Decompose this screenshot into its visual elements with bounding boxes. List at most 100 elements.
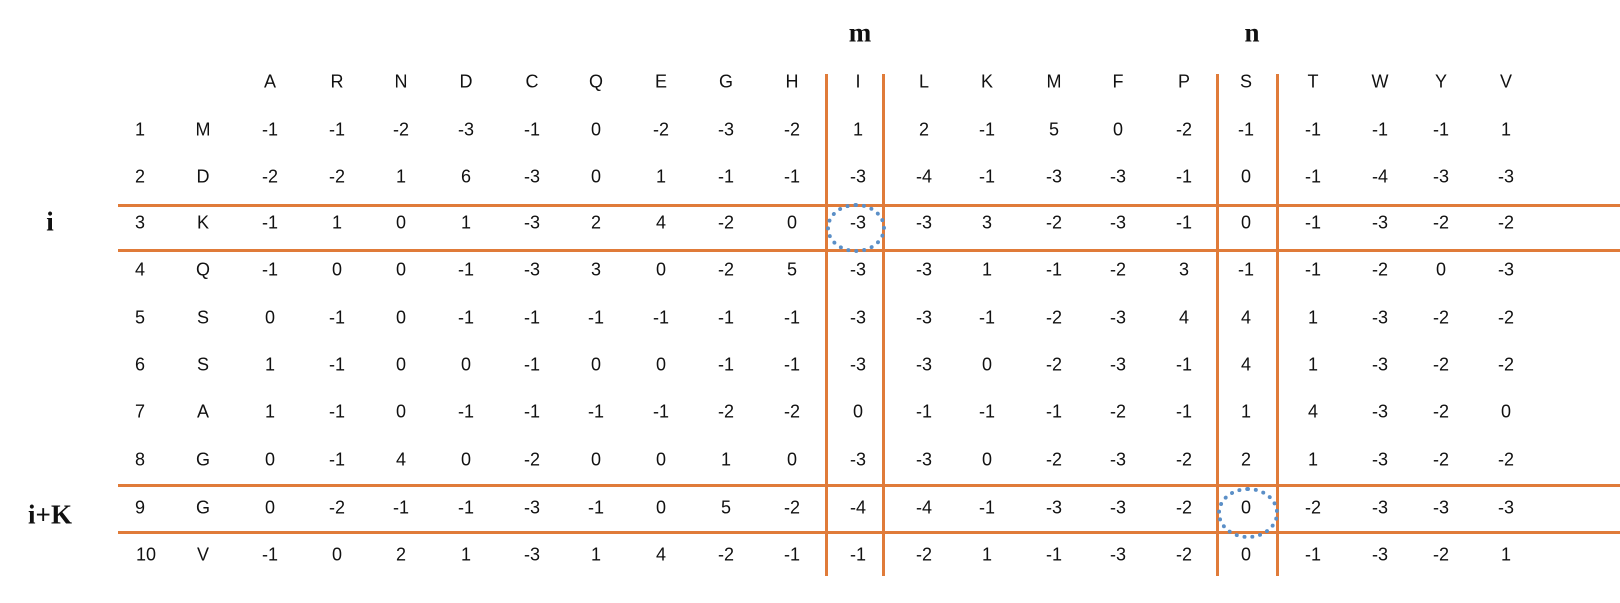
score-cell: -1 — [652, 401, 670, 422]
score-cell: -1 — [261, 119, 279, 140]
score-cell: -1 — [1304, 259, 1322, 280]
score-cell: 0 — [1435, 259, 1447, 280]
score-cell: -3 — [849, 449, 867, 470]
score-cell: -2 — [717, 259, 735, 280]
score-cell: 3 — [590, 259, 602, 280]
score-cell: -3 — [523, 212, 541, 233]
score-cell: 0 — [852, 401, 864, 422]
label-i: i — [46, 206, 54, 237]
row-residue: G — [195, 497, 211, 518]
label-i-plus-k: i+K — [28, 499, 72, 530]
score-cell: -1 — [1237, 259, 1255, 280]
score-cell: -2 — [652, 119, 670, 140]
row-position: 7 — [134, 401, 146, 422]
score-cell: 5 — [1048, 119, 1060, 140]
score-cell: -1 — [1045, 401, 1063, 422]
score-cell: -1 — [328, 449, 346, 470]
column-header: L — [918, 71, 930, 92]
row-residue: D — [196, 166, 210, 187]
score-cell: -3 — [1432, 497, 1450, 518]
score-cell: -3 — [523, 497, 541, 518]
score-cell: -1 — [1304, 119, 1322, 140]
score-cell: -2 — [783, 497, 801, 518]
score-cell: 1 — [655, 166, 667, 187]
column-header: V — [1499, 71, 1513, 92]
column-header: H — [785, 71, 799, 92]
score-cell: -2 — [1432, 449, 1450, 470]
score-cell: 5 — [720, 497, 732, 518]
score-cell: -3 — [457, 119, 475, 140]
column-header: N — [394, 71, 408, 92]
score-cell: -2 — [261, 166, 279, 187]
row-residue: S — [196, 354, 210, 375]
score-cell: -1 — [328, 119, 346, 140]
score-cell: -1 — [849, 544, 867, 565]
score-cell: 4 — [655, 212, 667, 233]
score-cell: 0 — [786, 212, 798, 233]
score-cell: -1 — [457, 307, 475, 328]
score-cell: -1 — [717, 166, 735, 187]
score-cell: 0 — [590, 119, 602, 140]
score-cell: -3 — [1497, 497, 1515, 518]
score-cell: -2 — [717, 544, 735, 565]
score-cell: 1 — [1307, 449, 1319, 470]
score-cell: 0 — [981, 354, 993, 375]
score-cell: -1 — [1045, 544, 1063, 565]
score-cell: 0 — [1500, 401, 1512, 422]
row-position: 1 — [134, 119, 146, 140]
score-cell: 6 — [460, 166, 472, 187]
score-cell: 0 — [264, 449, 276, 470]
score-cell: 0 — [590, 166, 602, 187]
row-i-plus-k-top-line — [118, 484, 1620, 487]
highlight-circle-i-m — [826, 203, 886, 253]
column-n-right-line — [1276, 74, 1279, 576]
column-header: A — [263, 71, 277, 92]
score-cell: -2 — [1497, 307, 1515, 328]
score-cell: -3 — [915, 212, 933, 233]
score-cell: 5 — [786, 259, 798, 280]
score-cell: -3 — [523, 166, 541, 187]
score-cell: -2 — [1175, 544, 1193, 565]
score-cell: -2 — [1175, 119, 1193, 140]
score-cell: -4 — [915, 497, 933, 518]
score-cell: -1 — [587, 401, 605, 422]
score-cell: -1 — [978, 119, 996, 140]
score-cell: 0 — [264, 497, 276, 518]
highlight-circle-ik-n — [1217, 487, 1279, 539]
column-header: M — [1046, 71, 1062, 92]
score-cell: -1 — [1432, 119, 1450, 140]
score-cell: -3 — [849, 307, 867, 328]
column-header: I — [855, 71, 861, 92]
score-cell: 0 — [590, 449, 602, 470]
score-cell: -1 — [978, 166, 996, 187]
column-header: K — [980, 71, 994, 92]
score-cell: -2 — [717, 401, 735, 422]
score-cell: -2 — [1045, 449, 1063, 470]
score-cell: -2 — [783, 119, 801, 140]
score-cell: -3 — [1432, 166, 1450, 187]
score-cell: 0 — [460, 354, 472, 375]
score-cell: -2 — [1432, 544, 1450, 565]
score-cell: 0 — [786, 449, 798, 470]
score-cell: 0 — [981, 449, 993, 470]
column-m-right-line — [882, 74, 885, 576]
score-cell: -1 — [783, 354, 801, 375]
row-residue: V — [196, 544, 210, 565]
score-cell: -1 — [717, 354, 735, 375]
score-cell: -3 — [1371, 497, 1389, 518]
score-cell: -2 — [1109, 259, 1127, 280]
score-cell: 4 — [395, 449, 407, 470]
row-residue: K — [196, 212, 210, 233]
score-cell: -2 — [1045, 354, 1063, 375]
score-cell: 1 — [395, 166, 407, 187]
score-cell: -1 — [978, 401, 996, 422]
score-cell: 2 — [395, 544, 407, 565]
score-cell: -4 — [849, 497, 867, 518]
score-cell: -3 — [915, 354, 933, 375]
row-position: 4 — [134, 259, 146, 280]
score-cell: 2 — [918, 119, 930, 140]
score-cell: 1 — [1500, 119, 1512, 140]
score-cell: -3 — [1109, 497, 1127, 518]
score-cell: -2 — [1432, 401, 1450, 422]
